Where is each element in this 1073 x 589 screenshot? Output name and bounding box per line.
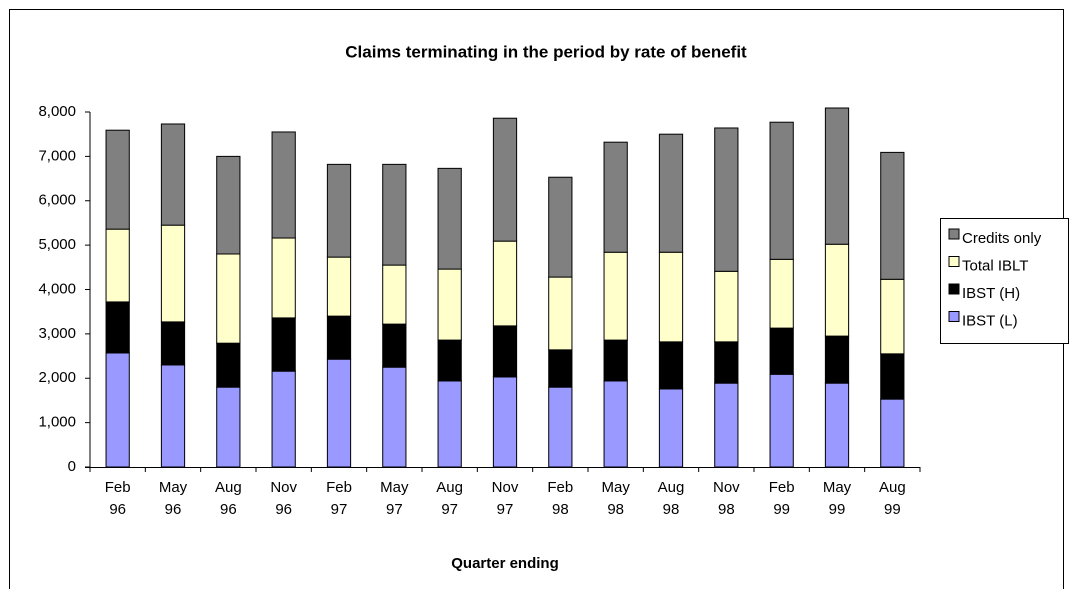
x-tick-label: Aug 96 <box>214 479 242 518</box>
bar-segment <box>714 127 739 272</box>
x-tick-label: May 96 <box>158 479 188 518</box>
bar-segment <box>216 386 241 468</box>
bar-segment <box>714 341 739 384</box>
x-tick-label: Aug 99 <box>878 479 906 518</box>
bar-segment <box>658 388 684 468</box>
x-tick-label: May 98 <box>601 479 630 518</box>
bar-segment <box>326 163 352 258</box>
bar-segment <box>548 386 573 468</box>
x-tick-label: Aug 97 <box>436 479 463 518</box>
bar-segment <box>326 256 352 317</box>
bar-segment <box>160 321 186 366</box>
y-tick-label: 8,000 <box>38 103 76 120</box>
bar-segment <box>603 251 628 341</box>
x-axis-label: Quarter ending <box>451 555 559 572</box>
x-tick-label: May 97 <box>380 479 409 518</box>
x-tick-label: Feb 99 <box>768 479 795 518</box>
bar-segment <box>271 370 296 468</box>
bar-segment <box>382 163 407 266</box>
x-tick-label: Feb 97 <box>326 479 352 518</box>
bar-segment <box>548 176 573 278</box>
x-tick-label: Nov 98 <box>712 479 740 518</box>
bar-segment <box>548 276 573 351</box>
bar-segment <box>824 382 850 468</box>
legend-swatch <box>948 228 960 240</box>
chart-title: Claims terminating in the period by rate… <box>345 42 747 61</box>
bar-segment <box>271 237 296 319</box>
legend-label: IBST (L) <box>962 312 1018 329</box>
bar-segment <box>492 376 518 468</box>
bar-segment <box>714 382 739 468</box>
bar-segment <box>105 301 130 354</box>
legend-swatch <box>948 311 960 322</box>
bar-segment <box>437 339 462 382</box>
bar-segment <box>880 151 905 280</box>
bar-segment <box>769 373 794 468</box>
bar-segment <box>271 317 296 372</box>
y-tick-label: 5,000 <box>38 236 76 253</box>
bar-segment <box>658 341 684 390</box>
bar-segment <box>880 353 905 400</box>
bar-segment <box>658 133 684 253</box>
x-tick-label: Feb 96 <box>104 479 131 518</box>
bar-segment <box>382 323 407 368</box>
bar-segment <box>105 228 130 303</box>
bar-segment <box>105 129 130 230</box>
bar-segment <box>769 121 794 260</box>
bar-segment <box>824 335 850 384</box>
x-tick-label: May 99 <box>822 479 852 518</box>
bar-segment <box>880 278 905 355</box>
legend-label: Total IBLT <box>962 257 1028 274</box>
bar-segment <box>769 258 794 329</box>
bar-segment <box>714 270 739 343</box>
bar-segment <box>160 123 186 226</box>
legend-swatch <box>948 256 960 267</box>
bar-segment <box>548 349 573 388</box>
bar-segment <box>658 251 684 343</box>
bar-segment <box>492 325 518 378</box>
y-tick-label: 3,000 <box>38 325 76 342</box>
bar-segment <box>216 253 241 344</box>
legend-label: IBST (H) <box>962 285 1020 302</box>
bar-segment <box>437 380 462 468</box>
legend-box <box>940 218 1069 344</box>
bar-segment <box>769 327 794 375</box>
bar-segment <box>603 380 628 468</box>
y-tick-label: 7,000 <box>38 147 76 164</box>
bar-segment <box>437 268 462 341</box>
bar-segment <box>492 117 518 242</box>
bar-segment <box>492 240 518 327</box>
bar-segment <box>603 141 628 253</box>
bar-segment <box>160 364 186 468</box>
y-tick-label: 1,000 <box>38 414 76 431</box>
bar-segment <box>382 264 407 325</box>
y-tick-label: 2,000 <box>38 369 76 386</box>
bar-segment <box>271 131 296 239</box>
bar-segment <box>880 398 905 468</box>
x-tick-label: Feb 98 <box>547 479 574 518</box>
x-tick-label: Aug 98 <box>657 479 685 518</box>
legend-label: Credits only <box>962 230 1042 247</box>
bar-segment <box>160 224 186 323</box>
bar-segment <box>382 366 407 468</box>
bar-segment <box>437 167 462 270</box>
bar-segment <box>603 339 628 382</box>
bar-segment <box>824 107 850 245</box>
x-tick-label: Nov 97 <box>491 479 519 518</box>
bar-segment <box>216 155 241 255</box>
bar-segment <box>824 243 850 337</box>
y-tick-label: 0 <box>68 458 76 475</box>
bar-segment <box>326 315 352 360</box>
y-tick-label: 6,000 <box>38 192 76 209</box>
y-tick-label: 4,000 <box>38 280 76 297</box>
bar-segment <box>105 352 130 468</box>
bar-segment <box>326 358 352 468</box>
bar-segment <box>216 342 241 388</box>
x-tick-label: Nov 96 <box>270 479 297 518</box>
legend-swatch <box>948 283 960 295</box>
